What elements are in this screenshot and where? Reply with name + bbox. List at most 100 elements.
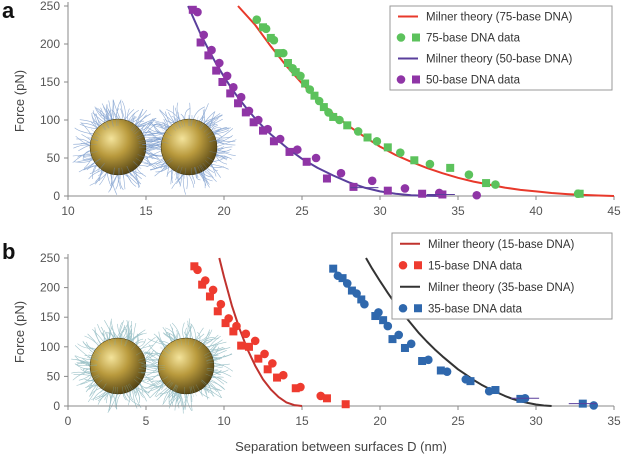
50-base-dna-data-point xyxy=(241,108,250,117)
15-base-dna-data-point xyxy=(341,400,350,409)
nanoparticle-illustration xyxy=(141,318,233,414)
50-base-dna-data-point xyxy=(311,153,321,163)
x-tick-label: 35 xyxy=(607,414,621,428)
35-base-dna-data-point xyxy=(338,274,347,283)
x-axis-title: Separation between surfaces D (nm) xyxy=(235,439,447,454)
y-tick-label: 250 xyxy=(40,0,60,13)
50-base-dna-data-point xyxy=(418,189,427,198)
35-base-dna-data-point xyxy=(466,377,475,386)
50-base-dna-data-point xyxy=(188,5,197,14)
15-base-dna-data-point xyxy=(205,292,214,301)
legend-box xyxy=(389,5,613,91)
50-base-dna-data-point xyxy=(285,147,294,156)
50-base-dna-data-point xyxy=(293,145,302,154)
75-base-dna-data-point xyxy=(410,156,419,165)
75-base-dna-data-point xyxy=(383,143,392,152)
75-base-dna-data-point xyxy=(259,23,267,32)
15-base-dna-data-point xyxy=(263,365,272,374)
35-base-dna-data-point xyxy=(329,264,338,273)
75-base-dna-data-point xyxy=(464,170,474,180)
legend: Milner theory (75-base DNA) 75-base DNA d… xyxy=(389,5,613,91)
x-tick-label: 30 xyxy=(529,414,543,428)
y-tick-label: 50 xyxy=(47,151,61,165)
35-base-dna-data-point xyxy=(589,401,599,410)
milner-theory-15-base-dna-line xyxy=(218,257,303,407)
15-base-dna-data-point xyxy=(278,370,288,380)
nanoparticle-illustration xyxy=(72,99,166,196)
panel-a: 10 15 20 25 30 35 40 45 0 50 100 150 200 250 Force (pN… xyxy=(2,0,621,218)
75-base-dna-data-point xyxy=(353,127,363,136)
y-tick-label: 200 xyxy=(40,37,60,51)
50-base-dna-data-point xyxy=(199,30,209,40)
15-base-dna-data-point xyxy=(250,336,260,346)
75-base-dna-data-point xyxy=(335,115,344,125)
50-base-dna-data-point xyxy=(367,176,377,186)
legend-label: 75-base DNA data xyxy=(426,33,521,45)
x-tick-label: 0 xyxy=(65,414,72,428)
35-base-dna-data-point xyxy=(379,316,388,325)
15-base-dna-data-point xyxy=(229,327,238,336)
35-base-dna-data-point xyxy=(516,394,525,403)
35-base-dna-data-point xyxy=(347,286,356,295)
x-tick-label: 35 xyxy=(451,204,465,218)
x-tick-label: 30 xyxy=(373,204,387,218)
legend-label: 15-base DNA data xyxy=(428,260,523,272)
nanoparticle-illustration xyxy=(71,318,165,413)
x-tick-label: 10 xyxy=(217,414,231,428)
75-base-dna-data-point xyxy=(343,121,352,130)
35-base-dna-data-point xyxy=(418,357,427,366)
legend-circle-swatch xyxy=(398,260,408,270)
15-base-dna-data-point xyxy=(273,373,282,382)
35-base-dna-data-point xyxy=(400,343,409,352)
y-tick-label: 100 xyxy=(40,113,60,127)
75-base-dna-data-point xyxy=(283,59,292,67)
x-tick-label: 15 xyxy=(295,414,309,428)
15-base-dna-data-point xyxy=(208,285,218,295)
75-base-dna-data-point xyxy=(301,79,310,88)
15-base-dna-data-point xyxy=(198,280,207,289)
15-base-dna-data-point xyxy=(322,394,331,403)
15-base-dna-data-point xyxy=(221,319,230,328)
x-tick-label: 15 xyxy=(139,204,153,218)
75-base-dna-data-point xyxy=(252,15,262,24)
15-base-dna-data-point xyxy=(213,307,222,316)
legend-circle-swatch xyxy=(396,75,406,84)
50-base-dna-data-point xyxy=(204,51,213,60)
50-base-dna-data-point xyxy=(259,126,267,135)
legend-square-swatch xyxy=(414,304,422,313)
x-tick-label: 20 xyxy=(373,414,387,428)
15-base-dna-data-point xyxy=(190,262,199,271)
legend-label: 35-base DNA data xyxy=(428,303,523,315)
panel-letter: b xyxy=(2,239,15,264)
50-base-dna-data-point xyxy=(302,157,311,166)
panel-b: 0 5 10 15 20 25 30 35 0 50 100 150 200 250 Force (pN) S… xyxy=(2,232,621,454)
legend-label: Milner theory (35-base DNA) xyxy=(428,282,575,294)
x-tick-label: 45 xyxy=(607,204,621,218)
35-base-dna-data-point xyxy=(436,366,445,375)
legend-label: Milner theory (50-base DNA) xyxy=(426,54,573,66)
legend-label: Milner theory (75-base DNA) xyxy=(426,12,573,24)
legend-square-swatch xyxy=(414,261,422,270)
x-tick-label: 5 xyxy=(143,414,150,428)
legend-box xyxy=(391,232,613,320)
75-base-dna-data-point xyxy=(575,189,584,198)
y-tick-label: 150 xyxy=(40,310,60,324)
35-base-dna-data-point xyxy=(424,355,433,365)
y-tick-label: 50 xyxy=(47,369,61,383)
35-base-dna-data-point xyxy=(394,330,404,340)
50-base-dna-data-point xyxy=(336,168,346,178)
15-base-dna-data-point xyxy=(291,384,300,393)
legend-square-swatch xyxy=(412,33,420,42)
35-base-dna-data-point xyxy=(388,335,397,344)
75-base-dna-data-point xyxy=(274,49,283,58)
legend-label: Milner theory (15-base DNA) xyxy=(428,239,575,251)
x-tick-label: 40 xyxy=(529,204,543,218)
y-tick-label: 150 xyxy=(40,75,60,89)
x-tick-label: 25 xyxy=(295,204,309,218)
35-base-dna-data-point xyxy=(491,386,500,395)
15-base-dna-data-point xyxy=(241,329,251,339)
legend-square-swatch xyxy=(412,75,420,84)
15-base-dna-data-point xyxy=(244,342,253,351)
50-base-dna-data-point xyxy=(269,137,278,146)
15-base-dna-data-point xyxy=(260,349,269,359)
